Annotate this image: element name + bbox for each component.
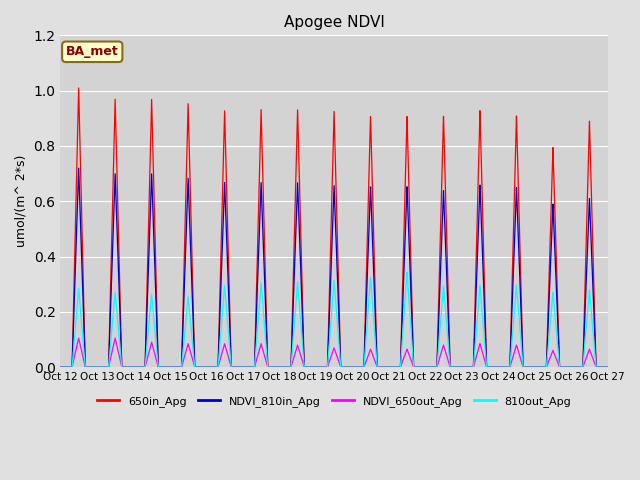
- Y-axis label: umol/(m^ 2*s): umol/(m^ 2*s): [15, 155, 28, 247]
- Legend: 650in_Apg, NDVI_810in_Apg, NDVI_650out_Apg, 810out_Apg: 650in_Apg, NDVI_810in_Apg, NDVI_650out_A…: [92, 392, 576, 411]
- Text: BA_met: BA_met: [66, 45, 118, 58]
- Title: Apogee NDVI: Apogee NDVI: [284, 15, 385, 30]
